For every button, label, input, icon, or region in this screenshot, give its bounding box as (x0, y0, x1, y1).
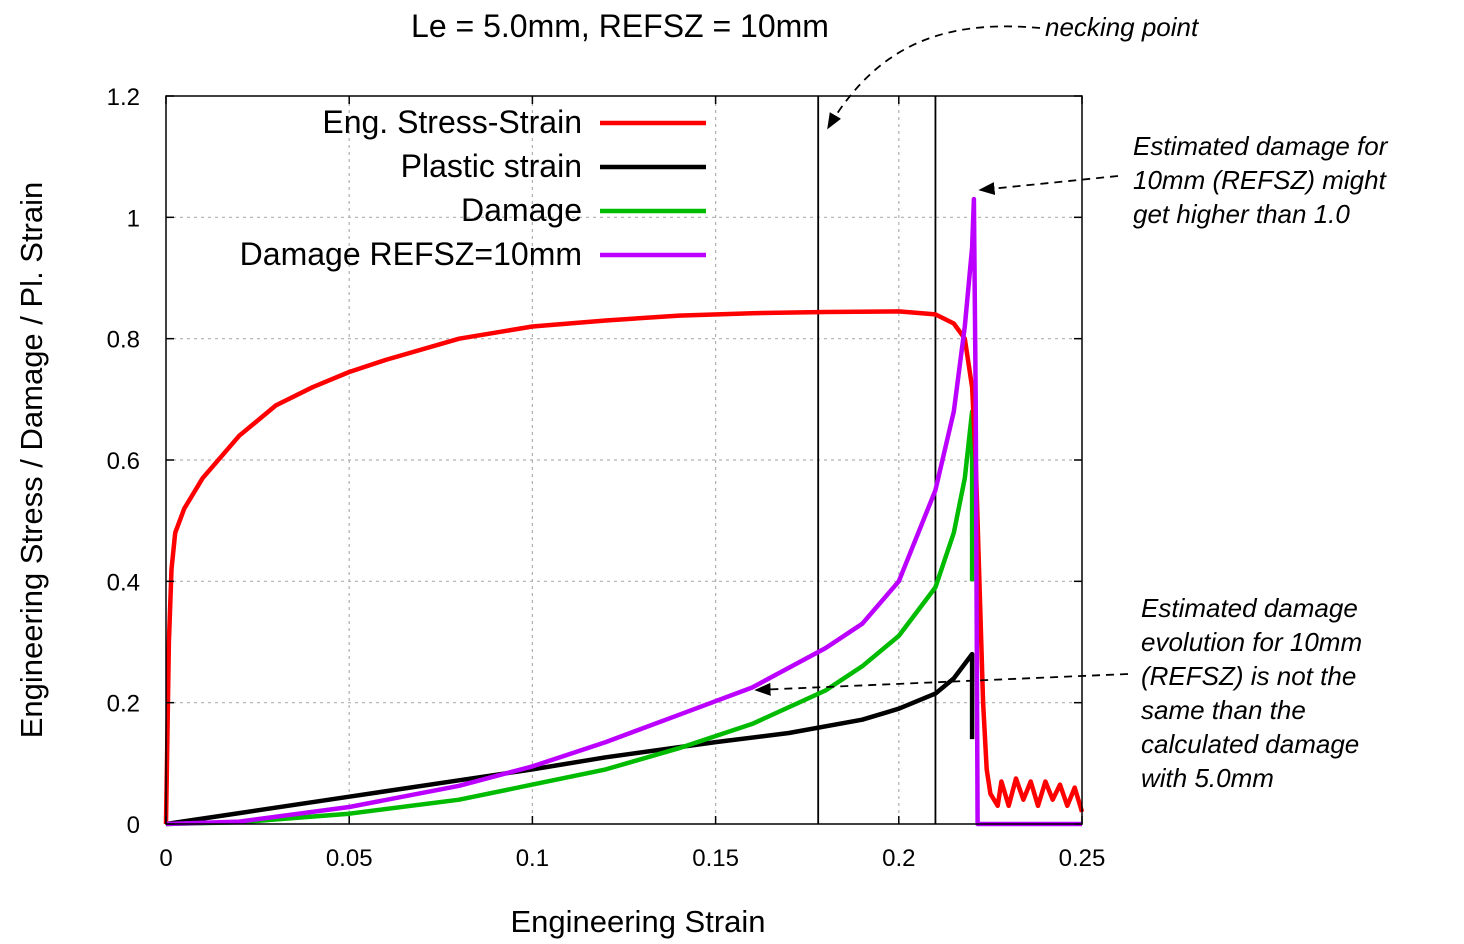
y-axis-label: Engineering Stress / Damage / Pl. Strain (14, 182, 49, 739)
y-ticks: 0 0.2 0.4 0.6 0.8 1 1.2 (107, 84, 1082, 839)
series-layer (163, 196, 1085, 827)
legend-label-1: Plastic strain (401, 148, 582, 184)
annotation-line: Estimated damage for (1133, 131, 1389, 161)
legend-label-3: Damage REFSZ=10mm (240, 236, 582, 272)
y-tick-label: 0 (127, 812, 140, 839)
chart-title: Le = 5.0mm, REFSZ = 10mm (411, 8, 829, 44)
grid (166, 96, 1082, 824)
annotation-line: get higher than 1.0 (1133, 199, 1350, 229)
annotation-necking: necking point (1045, 12, 1200, 42)
x-tick-label: 0 (159, 845, 172, 872)
x-tick-label: 0.15 (692, 845, 739, 872)
y-tick-label: 0.8 (107, 327, 140, 354)
legend-label-0: Eng. Stress-Strain (322, 104, 582, 140)
y-tick-label: 0.6 (107, 448, 140, 475)
annotation-damage-peak: Estimated damage for 10mm (REFSZ) might ge… (1133, 131, 1389, 229)
x-tick-label: 0.1 (516, 845, 549, 872)
series-line-2 (165, 409, 975, 827)
y-tick-label: 1 (127, 205, 140, 232)
necking-lines (817, 96, 937, 824)
arrow-damage-peak (978, 175, 1119, 195)
series-line-1 (165, 651, 975, 827)
legend: Eng. Stress-Strain Plastic strain Damage Da… (240, 104, 706, 272)
annotation-arrows (754, 25, 1129, 696)
annotation-line: 10mm (REFSZ) might (1133, 165, 1388, 195)
series-line-3 (165, 196, 1082, 827)
annotations: necking point Estimated damage for 10mm (… (1045, 12, 1389, 793)
x-tick-label: 0.2 (882, 845, 915, 872)
annotation-line: Estimated damage (1141, 593, 1358, 623)
series-line-0 (163, 309, 1085, 825)
annotation-line: necking point (1045, 12, 1200, 42)
arrow-necking (827, 25, 1041, 130)
annotation-line: (REFSZ) is not the (1141, 661, 1356, 691)
annotation-line: evolution for 10mm (1141, 627, 1362, 657)
annotation-line: with 5.0mm (1141, 763, 1274, 793)
y-tick-label: 0.4 (107, 569, 140, 596)
x-axis-label: Engineering Strain (510, 904, 765, 939)
legend-label-2: Damage (461, 192, 582, 228)
x-tick-label: 0.25 (1059, 845, 1106, 872)
y-tick-label: 1.2 (107, 84, 140, 111)
y-tick-label: 0.2 (107, 691, 140, 718)
x-ticks: 0 0.05 0.1 0.15 0.2 0.25 (159, 96, 1105, 872)
arrow-damage-evolution (754, 673, 1129, 696)
annotation-damage-evolution: Estimated damage evolution for 10mm (REFSZ… (1141, 593, 1362, 793)
annotation-line: same than the (1141, 695, 1306, 725)
x-tick-label: 0.05 (326, 845, 373, 872)
annotation-line: calculated damage (1141, 729, 1359, 759)
